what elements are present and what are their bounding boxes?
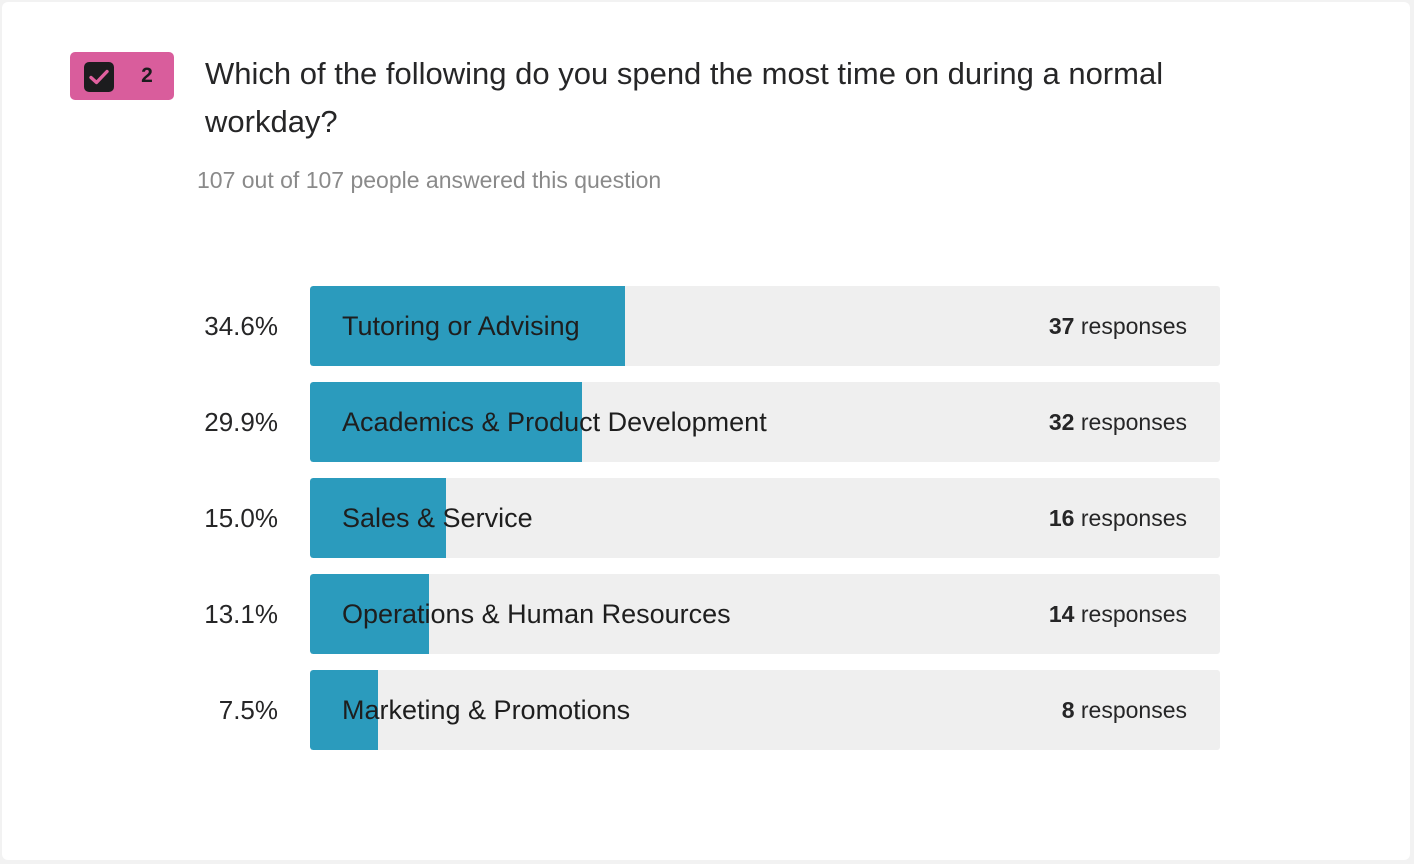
percent-label: 34.6% [204, 311, 278, 341]
response-count-number: 32 [1048, 409, 1075, 435]
bar-fill [310, 478, 446, 558]
response-count-word: responses [1074, 313, 1187, 339]
response-row: 29.9% Academics & Product Development 32 r… [0, 382, 1414, 462]
bar-track: Academics & Product Development 32 respon… [310, 382, 1220, 462]
response-row: 34.6% Tutoring or Advising 37 responses [0, 286, 1414, 366]
response-count: 16 responses [1049, 478, 1187, 558]
response-count-number: 14 [1048, 601, 1075, 627]
question-title: Which of the following do you spend the … [205, 56, 1164, 139]
percent-label: 29.9% [204, 407, 278, 437]
option-label: Academics & Product Development [342, 407, 767, 437]
option-label: Marketing & Promotions [342, 695, 631, 725]
response-count-number: 8 [1061, 697, 1075, 723]
percent-label: 13.1% [204, 599, 278, 629]
bar-track: Sales & Service 16 responses [310, 478, 1220, 558]
response-row: 7.5% Marketing & Promotions 8 responses [0, 670, 1414, 750]
option-label: Sales & Service [342, 503, 533, 533]
response-count-word: responses [1074, 697, 1187, 723]
bar-fill [310, 286, 625, 366]
bar-track: Tutoring or Advising 37 responses [310, 286, 1220, 366]
bar-fill [310, 382, 582, 462]
bar-fill [310, 574, 429, 654]
percent-label: 7.5% [218, 695, 278, 725]
question-subtitle: 107 out of 107 people answered this ques… [197, 167, 662, 193]
response-count-number: 37 [1048, 313, 1075, 339]
response-count: 32 responses [1049, 382, 1187, 462]
response-count: 37 responses [1049, 286, 1187, 366]
response-count-word: responses [1074, 409, 1187, 435]
response-row: 13.1% Operations & Human Resources 14 resp… [0, 574, 1414, 654]
bar-fill [310, 670, 378, 750]
response-count: 14 responses [1049, 574, 1187, 654]
checkbox-icon [84, 62, 114, 92]
bar-track: Marketing & Promotions 8 responses [310, 670, 1220, 750]
response-count-word: responses [1074, 505, 1187, 531]
option-label: Operations & Human Resources [342, 599, 731, 629]
response-count-number: 16 [1048, 505, 1075, 531]
question-badge: 2 [70, 52, 174, 100]
response-count: 8 responses [1062, 670, 1187, 750]
option-label: Tutoring or Advising [342, 311, 580, 341]
response-row: 15.0% Sales & Service 16 responses [0, 478, 1414, 558]
percent-label: 15.0% [204, 503, 278, 533]
response-count-word: responses [1074, 601, 1187, 627]
question-number: 2 [141, 64, 153, 87]
bar-track: Operations & Human Resources 14 responses [310, 574, 1220, 654]
